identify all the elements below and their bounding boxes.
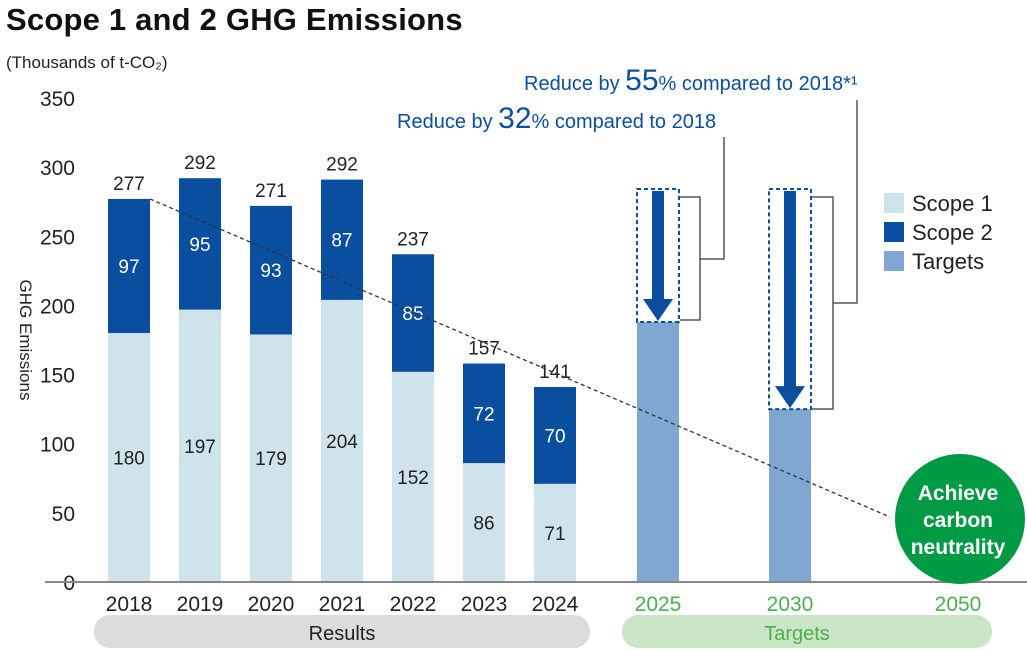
data-label-scope2: 95 [189,235,210,256]
x-tick-label: 2025 [635,593,682,616]
data-label-total: 157 [468,339,500,360]
data-label-total: 292 [326,155,358,176]
data-label-scope2: 70 [544,426,565,447]
bar-target [637,322,679,582]
legend-swatch-targets [884,251,904,271]
bar-scope2 [534,387,576,484]
results-group-pill [94,615,590,648]
reduction-arrow-icon [775,386,805,409]
data-label-scope2: 93 [260,261,281,282]
legend-swatch-scope2 [884,222,904,242]
reduction-arrow-shaft [784,190,796,389]
target-reduction-box [636,187,680,324]
unit-label: (Thousands of t-CO₂) [6,53,168,72]
y-axis-label: GHG Emissions [16,280,35,401]
legend-label-scope2: Scope 2 [912,220,993,245]
target-reduction-box [768,187,812,411]
bar-scope2 [321,179,363,300]
annotation-2030-leader [833,100,858,304]
data-label-scope1: 71 [544,524,565,545]
annotation-2030: Reduce by 55% compared to 2018*¹ [524,64,858,97]
x-tick-label: 2019 [177,593,224,616]
x-tick-label: 2022 [390,593,437,616]
x-tick-label: 2050 [935,593,982,616]
x-tick-label: 2030 [767,593,814,616]
bar-scope1 [321,299,363,582]
data-label-total: 292 [184,153,216,174]
data-label-scope2: 72 [473,404,494,425]
chart-title: Scope 1 and 2 GHG Emissions [6,2,463,37]
annotation-2025-leader [700,137,725,260]
bar-target [769,409,811,582]
legend-swatch-scope1 [884,193,904,213]
y-tick-label: 350 [40,88,75,111]
carbon-neutrality-badge [895,454,1025,584]
bar-scope2 [392,254,434,372]
annotation-2025: Reduce by 32% compared to 2018 [397,102,716,135]
data-label-scope1: 179 [255,449,287,470]
data-label-scope2: 97 [118,257,139,278]
data-label-scope1: 204 [326,432,358,453]
targets-group-pill [622,615,992,648]
y-tick-label: 0 [63,572,75,595]
y-tick-label: 100 [40,434,75,457]
trend-line [149,198,891,518]
data-label-scope1: 180 [113,449,145,470]
data-label-total: 237 [397,229,429,250]
y-tick-label: 150 [40,365,75,388]
data-label-scope1: 197 [184,437,216,458]
bar-scope1 [250,334,292,582]
data-label-scope2: 87 [331,231,352,252]
bar-scope2 [463,363,505,464]
carbon-neutrality-line1: Achieve [918,482,999,505]
bar-scope2 [250,205,292,335]
carbon-neutrality-line3: neutrality [911,536,1006,559]
y-tick-label: 250 [40,226,75,249]
x-tick-label: 2020 [248,593,295,616]
carbon-neutrality-line2: carbon [923,509,993,532]
bar-scope2 [108,198,150,334]
reduction-arrow-shaft [652,190,664,302]
data-label-total: 277 [113,174,145,195]
x-tick-label: 2023 [461,593,508,616]
legend-label-scope1: Scope 1 [912,191,993,216]
targets-group-label: Targets [764,623,830,645]
reduction-arrow-icon [643,299,673,322]
legend-label-targets: Targets [912,249,984,274]
bar-scope1 [534,483,576,582]
x-tick-label: 2021 [319,593,366,616]
bar-scope1 [463,463,505,582]
data-label-total: 271 [255,181,287,202]
y-tick-label: 300 [40,157,75,180]
data-label-scope1: 86 [473,514,494,535]
x-tick-label: 2018 [106,593,153,616]
y-tick-label: 200 [40,295,75,318]
bar-scope2 [179,178,221,310]
annotation-2030-bracket [812,196,834,410]
bar-scope1 [179,309,221,582]
results-group-label: Results [309,623,376,645]
bar-scope1 [108,333,150,582]
annotation-2025-bracket [680,196,701,321]
data-label-scope1: 152 [397,468,429,489]
data-label-total: 141 [539,362,571,383]
y-tick-label: 50 [52,503,75,526]
x-tick-label: 2024 [532,593,579,616]
bar-scope1 [392,371,434,582]
